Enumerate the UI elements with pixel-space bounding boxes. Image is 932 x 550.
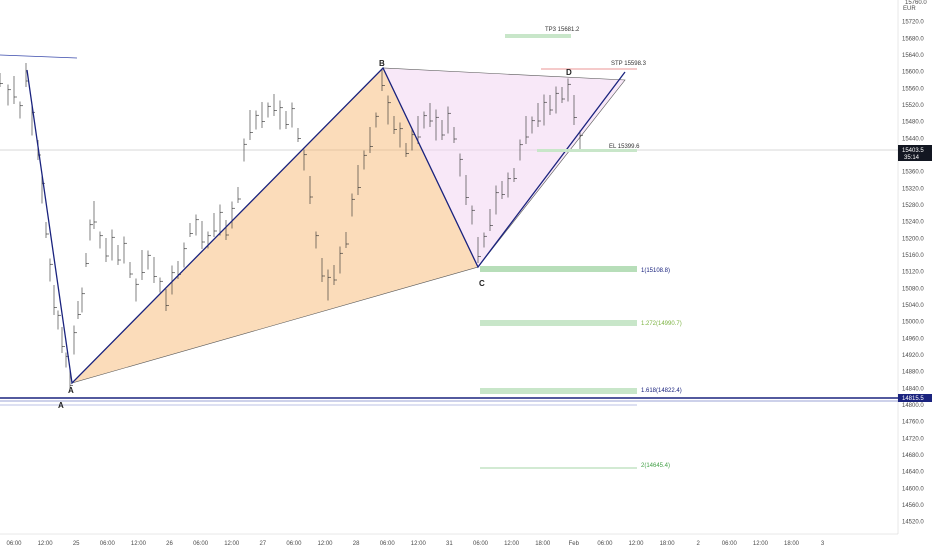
point-d-label: D <box>566 68 572 77</box>
price-tick-label: 14600.0 <box>902 486 924 492</box>
time-tick-label: 12:00 <box>224 541 240 547</box>
price-tick-label: 14640.0 <box>902 470 924 476</box>
current-price-badge <box>898 145 932 161</box>
el-label: EL 15399.6 <box>609 144 640 150</box>
fib-1272-zone[interactable] <box>480 320 637 326</box>
time-tick-label: 12:00 <box>38 541 54 547</box>
fib-1272-label: 1.272(14990.7) <box>641 321 682 327</box>
price-tick-label: 15200.0 <box>902 236 924 242</box>
time-tick-label: 26 <box>166 541 173 547</box>
tp3-label: TP3 15681.2 <box>545 27 580 33</box>
time-tick-label: 25 <box>73 541 80 547</box>
level-price-text: 14815.5 <box>902 396 924 402</box>
time-tick-label: 12:00 <box>504 541 520 547</box>
price-tick-label: 15680.0 <box>902 36 924 42</box>
trendline-top-left[interactable] <box>0 54 78 59</box>
candles <box>0 63 583 391</box>
price-tick-label: 15720.0 <box>902 20 924 26</box>
time-tick-label: 06:00 <box>193 541 209 547</box>
current-price-text: 15403.5 <box>902 148 924 154</box>
point-a-upper-label: A <box>68 386 74 395</box>
currency-label: EUR <box>903 6 916 12</box>
time-tick-label: Feb <box>569 541 580 547</box>
price-tick-label: 14880.0 <box>902 370 924 376</box>
time-tick-label: 18:00 <box>784 541 800 547</box>
countdown-text: 35:14 <box>904 155 920 161</box>
price-tick-label: 15520.0 <box>902 103 924 109</box>
price-tick-label: 14920.0 <box>902 353 924 359</box>
time-tick-label: 06:00 <box>100 541 116 547</box>
fib-1-label: 1(15108.8) <box>641 268 670 274</box>
time-tick-label: 06:00 <box>473 541 489 547</box>
time-tick-label: 06:00 <box>6 541 22 547</box>
price-tick-label: 15480.0 <box>902 120 924 126</box>
price-axis-panel[interactable] <box>898 0 932 534</box>
time-tick-label: 06:00 <box>597 541 613 547</box>
price-tick-label: 15120.0 <box>902 270 924 276</box>
stp-label: STP 15598.3 <box>611 61 647 67</box>
price-tick-label: 15000.0 <box>902 320 924 326</box>
price-tick-label: 15640.0 <box>902 53 924 59</box>
point-b-label: B <box>379 59 385 68</box>
tp3-zone[interactable] <box>505 34 571 38</box>
fib-2-label: 2(14645.4) <box>641 463 670 469</box>
price-tick-label: 14560.0 <box>902 503 924 509</box>
fib-1618-zone[interactable] <box>480 388 637 394</box>
time-tick-label: 12:00 <box>411 541 427 547</box>
time-tick-label: 2 <box>697 541 701 547</box>
time-tick-label: 12:00 <box>131 541 147 547</box>
time-tick-label: 12:00 <box>628 541 644 547</box>
fib-1618-label: 1.618(14822.4) <box>641 388 682 394</box>
time-tick-label: 28 <box>353 541 360 547</box>
time-axis: 06:00 12:00 25 06:00 12:00 26 06:00 12:00 27 06:0… <box>6 541 824 547</box>
time-tick-label: 31 <box>446 541 453 547</box>
time-tick-label: 18:00 <box>660 541 676 547</box>
price-tick-label: 14520.0 <box>902 520 924 526</box>
time-tick-label: 12:00 <box>317 541 333 547</box>
price-tick-label: 14760.0 <box>902 420 924 426</box>
price-tick-label: 14680.0 <box>902 453 924 459</box>
price-tick-label: 15040.0 <box>902 303 924 309</box>
price-tick-label: 14840.0 <box>902 386 924 392</box>
price-tick-label: 14720.0 <box>902 436 924 442</box>
time-tick-label: 06:00 <box>380 541 396 547</box>
entry-zone[interactable] <box>537 149 637 152</box>
xabcd-pattern-legs[interactable] <box>26 66 626 385</box>
time-tick-label: 06:00 <box>722 541 738 547</box>
price-tick-label: 14960.0 <box>902 336 924 342</box>
price-tick-label: 15320.0 <box>902 186 924 192</box>
top-price-label: 15760.0 <box>905 0 927 6</box>
price-tick-label: 15560.0 <box>902 86 924 92</box>
price-tick-label: 15160.0 <box>902 253 924 259</box>
price-tick-label: 15280.0 <box>902 203 924 209</box>
price-tick-label: 15360.0 <box>902 170 924 176</box>
time-tick-label: 18:00 <box>535 541 551 547</box>
point-c-label: C <box>479 279 485 288</box>
fib-1-zone[interactable] <box>480 266 637 272</box>
price-axis: 15720.0 15680.0 15640.0 15600.0 15560.0 15520… <box>902 20 924 526</box>
price-tick-label: 15240.0 <box>902 220 924 226</box>
price-tick-label: 15600.0 <box>902 70 924 76</box>
point-a-label: A <box>58 401 64 410</box>
price-tick-label: 14800.0 <box>902 403 924 409</box>
time-tick-label: 12:00 <box>753 541 769 547</box>
time-tick-label: 06:00 <box>286 541 302 547</box>
level-price-badge <box>898 394 932 402</box>
price-tick-label: 15080.0 <box>902 286 924 292</box>
time-tick-label: 27 <box>259 541 266 547</box>
time-tick-label: 3 <box>821 541 825 547</box>
price-tick-label: 15440.0 <box>902 136 924 142</box>
